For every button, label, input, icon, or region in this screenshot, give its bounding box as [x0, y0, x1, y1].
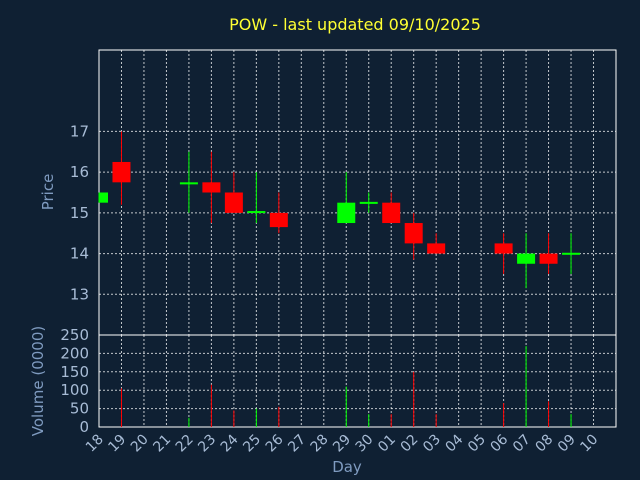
day-tick-label: 29 — [330, 432, 354, 456]
volume-axis-label: Volume (0000) — [29, 326, 47, 436]
candle-body — [404, 223, 423, 244]
day-tick-label: 21 — [150, 432, 174, 456]
candle-body — [382, 202, 401, 224]
candle-body — [539, 253, 558, 264]
day-tick-label: 28 — [308, 432, 332, 456]
day-tick-label: 04 — [443, 431, 467, 455]
candle-body — [359, 201, 378, 204]
candle-body — [247, 211, 266, 214]
day-tick-label: 19 — [105, 432, 129, 456]
day-tick-label: 03 — [420, 432, 444, 456]
day-axis-label: Day — [332, 458, 362, 476]
day-tick-label: 01 — [375, 432, 399, 456]
candle-body — [427, 243, 446, 254]
day-tick-label: 10 — [577, 432, 601, 456]
volume-tick-label: 0 — [79, 418, 89, 436]
day-tick-label: 07 — [510, 432, 534, 456]
candle-body — [202, 182, 221, 193]
candle-body — [112, 161, 131, 183]
volume-panel-frame — [98, 334, 617, 428]
price-panel-frame — [98, 49, 617, 336]
day-tick-label: 02 — [398, 432, 422, 456]
candle-body — [337, 202, 356, 224]
day-tick-label: 24 — [218, 431, 242, 455]
price-tick-label: 15 — [70, 204, 89, 222]
day-tick-label: 05 — [465, 432, 489, 456]
price-grid — [99, 50, 616, 335]
candle-body — [517, 253, 536, 264]
price-tick-label: 14 — [70, 245, 89, 263]
price-axis-label: Price — [39, 174, 57, 211]
volume-tick-label: 100 — [60, 381, 89, 399]
candle-body — [99, 192, 108, 203]
day-tick-label: 26 — [263, 431, 287, 455]
day-tick-label: 22 — [173, 432, 197, 456]
day-tick-label: 27 — [285, 432, 309, 456]
day-tick-label: 30 — [353, 432, 377, 456]
candles — [98, 131, 581, 289]
price-axis-ticks: 13 14 15 16 17 — [70, 122, 89, 303]
price-tick-label: 16 — [70, 163, 89, 181]
chart-title: POW - last updated 09/10/2025 — [229, 15, 481, 34]
volume-grid — [99, 335, 616, 427]
volume-bars — [120, 346, 572, 427]
day-tick-label: 08 — [532, 432, 556, 456]
candle-body — [224, 192, 243, 213]
volume-tick-label: 200 — [60, 344, 89, 362]
candle-body — [494, 243, 513, 254]
volume-tick-label: 150 — [60, 363, 89, 381]
day-tick-label: 09 — [555, 432, 579, 456]
day-tick-label: 06 — [488, 431, 512, 455]
day-axis-ticks: 1819202122232425262728293001020304050607… — [83, 431, 601, 455]
candle-body — [179, 182, 198, 185]
volume-tick-label: 250 — [60, 326, 89, 344]
day-tick-label: 20 — [128, 432, 152, 456]
candle-body — [562, 252, 581, 255]
day-tick-label: 25 — [240, 432, 264, 456]
candle-body — [269, 212, 288, 228]
price-tick-label: 17 — [70, 122, 89, 140]
volume-tick-label: 50 — [70, 400, 89, 418]
day-tick-label: 23 — [195, 432, 219, 456]
price-tick-label: 13 — [70, 285, 89, 303]
